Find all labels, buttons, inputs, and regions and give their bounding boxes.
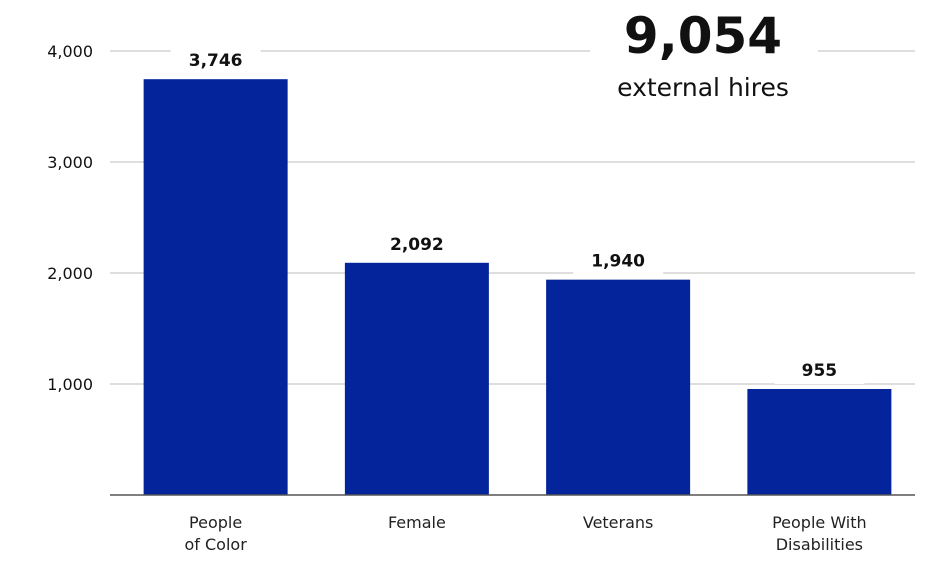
data-label-background — [371, 226, 462, 258]
x-tick-label: People With — [772, 513, 867, 532]
total-hires-label: external hires — [617, 73, 789, 102]
data-label-background — [170, 43, 261, 75]
data-label: 2,092 — [390, 235, 444, 255]
bar — [143, 79, 288, 495]
x-tick-label: of Color — [184, 535, 247, 554]
total-hires-value: 9,054 — [624, 7, 782, 65]
x-axis: People of Color Female Veterans People With D… — [110, 494, 915, 554]
bars: 3,746 2,092 1,940 955 — [143, 43, 892, 495]
gridlines — [110, 10, 915, 385]
bar — [344, 262, 489, 495]
data-label: 1,940 — [591, 252, 645, 272]
y-tick-label: 2,000 — [47, 264, 93, 283]
total-callout: 9,054 external hires — [617, 7, 789, 102]
x-tick-label: Veterans — [583, 513, 654, 532]
data-label-background — [573, 243, 664, 275]
data-label: 955 — [802, 361, 838, 381]
x-tick-label: People — [189, 513, 242, 532]
data-label-background — [774, 352, 865, 384]
bar — [546, 279, 691, 495]
bar — [747, 388, 892, 495]
x-tick-label: Female — [388, 513, 446, 532]
data-label: 3,746 — [189, 51, 243, 71]
callout-background — [590, 10, 818, 110]
y-tick-label: 4,000 — [47, 42, 93, 61]
y-axis: 1,000 2,000 3,000 4,000 — [47, 42, 93, 394]
x-tick-label: Disabilities — [776, 535, 863, 554]
y-tick-label: 1,000 — [47, 375, 93, 394]
y-tick-label: 3,000 — [47, 153, 93, 172]
